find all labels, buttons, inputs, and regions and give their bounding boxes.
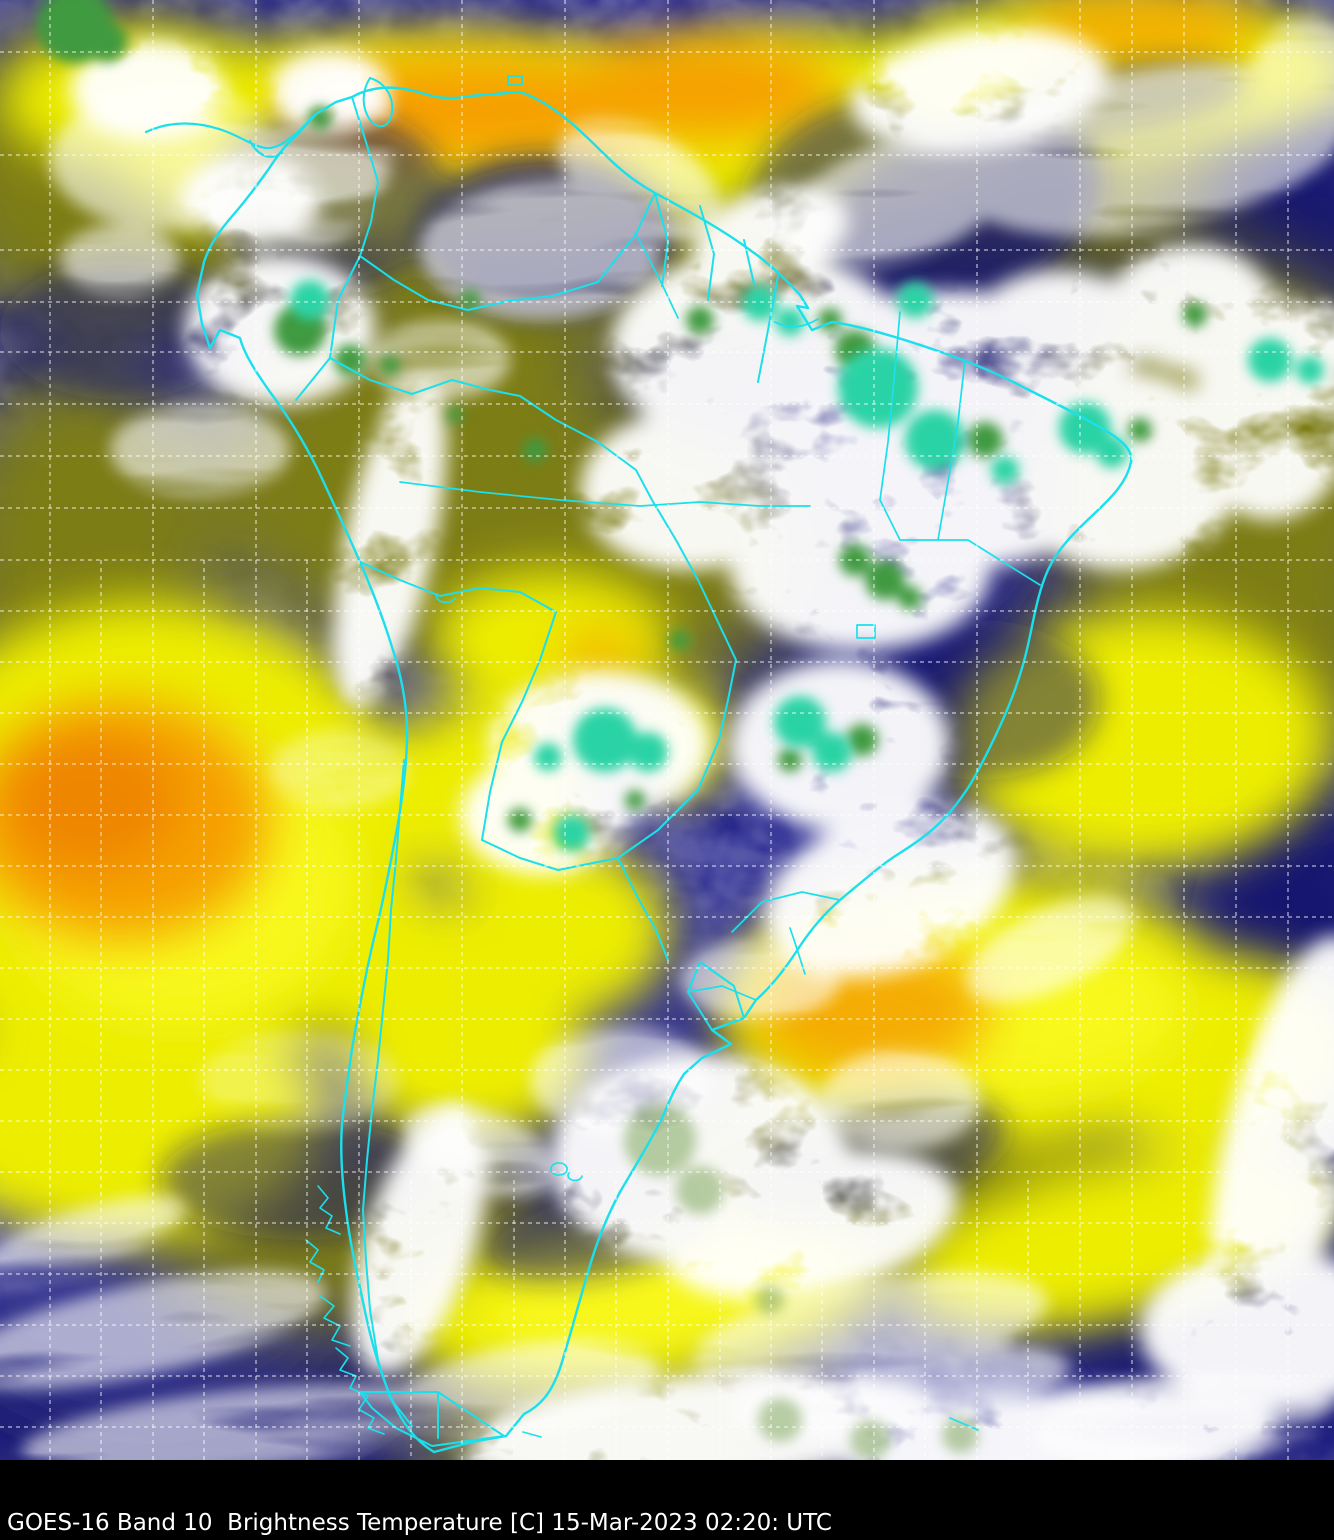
panama-coastline (144, 112, 318, 158)
caption-text: GOES-16 Band 10 Brightness Temperature [… (7, 1510, 832, 1536)
cloud-blob (1140, 1250, 1334, 1410)
state-borders (399, 75, 1041, 1001)
cold-top-teal (1059, 402, 1111, 454)
cold-top-green (778, 748, 802, 772)
southern-ocean-band (460, 1371, 940, 1460)
cold-top-teal (812, 732, 852, 772)
dry-slot (160, 1120, 440, 1240)
cold-top-green (460, 290, 480, 310)
cloud-blob (70, 40, 230, 140)
country-borders (295, 96, 779, 1447)
cloud-blob (691, 186, 849, 284)
cold-top-teal (534, 743, 562, 771)
cold-top-green (625, 790, 645, 810)
cirrus-wisp (0, 1195, 186, 1285)
cold-top-green (508, 808, 532, 832)
cirrus-wisp (0, 1270, 327, 1390)
cold-top-teal (1296, 356, 1324, 384)
cold-top-green (308, 106, 332, 130)
cold-top-green (818, 308, 842, 332)
graticule-overlay (0, 0, 1334, 1460)
cirrus-wisp (60, 225, 180, 295)
frontal-band (1209, 935, 1334, 1345)
cold-top-green (839, 544, 871, 576)
cold-top-teal (628, 732, 668, 772)
cloud-blob (1000, 370, 1240, 570)
dry-slot (0, 260, 240, 400)
cold-top-teal (905, 410, 965, 470)
cold-top-pale (624, 1104, 696, 1176)
hot-core (560, 40, 840, 140)
longitude-lines-west-limb (100, 560, 308, 1460)
cold-top-pale (676, 1166, 724, 1214)
cirrus-wisp (200, 1030, 400, 1130)
chile-coast-cloud (352, 1105, 488, 1375)
cold-top-green (670, 630, 690, 650)
cold-top-green (898, 586, 922, 610)
cold-top-green (846, 724, 878, 756)
cloud-blob (764, 802, 1016, 978)
cirrus-wisp (270, 730, 410, 810)
cold-top-pale (758, 1398, 802, 1442)
cold-top-green (380, 355, 400, 375)
border-overlay (144, 75, 1133, 1454)
cold-top-pale (850, 1420, 890, 1460)
satellite-image (0, 0, 1334, 1460)
cold-top-green (87, 22, 127, 62)
cloud-blob (180, 155, 320, 245)
cold-top-teal (776, 308, 804, 336)
cold-top-teal (1248, 338, 1292, 382)
cold-top-teal (742, 285, 778, 321)
cirrus-wisp (820, 1050, 980, 1150)
cloud-blob (850, 27, 1110, 153)
cold-top-teal (774, 696, 826, 748)
cirrus-wisp (21, 1384, 459, 1460)
cold-top-teal (838, 348, 918, 428)
cold-top-teal (897, 282, 933, 318)
cold-top-green (1128, 418, 1152, 442)
andes-cloud-band (333, 373, 447, 707)
cold-top-green (1183, 303, 1207, 327)
longitude-lines-south-limb (410, 1180, 1029, 1460)
cold-top-teal (290, 280, 330, 320)
cold-top-teal (991, 456, 1019, 484)
cold-top-green (865, 560, 905, 600)
caption-bar: GOES-16 Band 10 Brightness Temperature [… (0, 1460, 1334, 1540)
southern-ocean-band (840, 1387, 1280, 1460)
cold-top-green (447, 407, 463, 423)
cold-top-teal (1096, 436, 1128, 468)
cold-top-pale (756, 1286, 784, 1314)
cold-top-green (523, 438, 547, 462)
latitude-lines (0, 51, 1334, 1428)
cirrus-wisp (966, 897, 1134, 1003)
cold-top-teal (554, 815, 590, 851)
pacific-hot-core (0, 730, 180, 870)
cold-top-green (334, 344, 366, 376)
cirrus-wisp (110, 405, 290, 495)
lake-maracaibo (362, 77, 394, 128)
cloud-blob (270, 50, 390, 130)
cold-tops-layer (37, 0, 1324, 1460)
cloud-layer (70, 27, 1334, 1460)
southern-cyclone (662, 1149, 958, 1301)
cirrus-wisp (370, 320, 510, 400)
warm-blob (450, 840, 670, 1020)
cold-top-teal (573, 708, 637, 772)
cirrus-wisp (1250, 20, 1334, 140)
south-america-coastline (195, 86, 1133, 1454)
cloud-blob (580, 410, 800, 570)
hot-core (560, 630, 640, 680)
cold-top-green (686, 306, 714, 334)
longitude-lines (49, 0, 1289, 1460)
cold-top-green (967, 422, 1003, 458)
